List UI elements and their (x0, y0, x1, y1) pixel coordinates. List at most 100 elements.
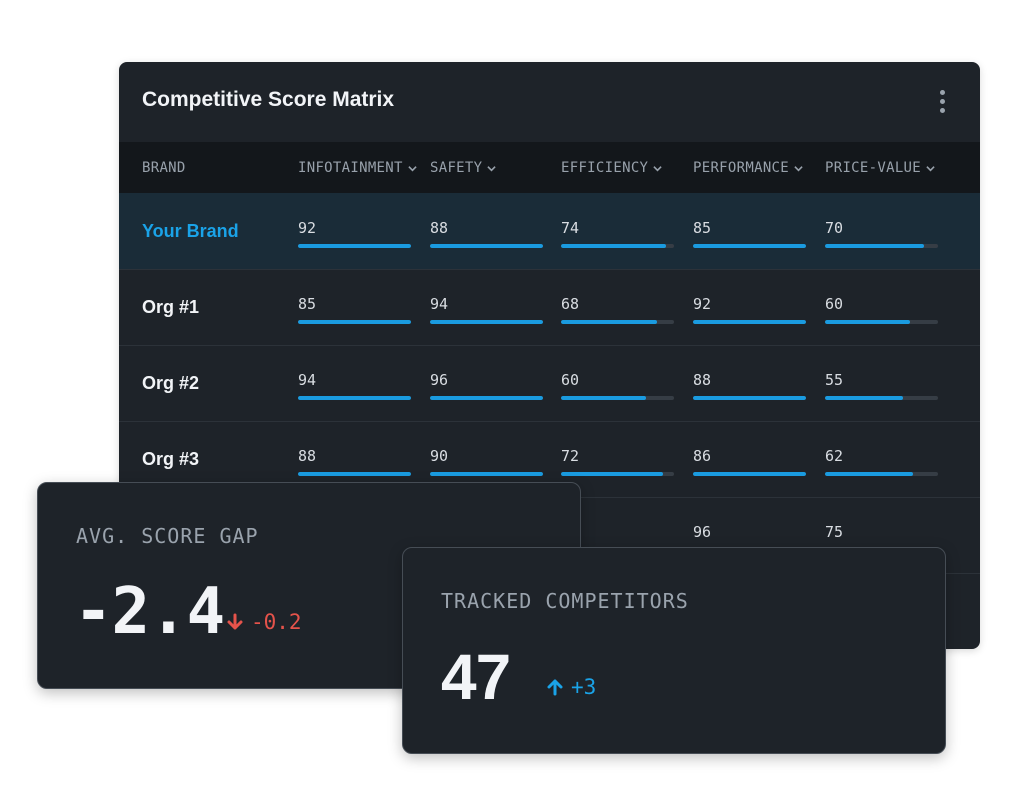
column-header-efficiency[interactable]: EFFICIENCY (561, 160, 662, 176)
score-bar (298, 472, 411, 476)
score-bar (693, 472, 806, 476)
table-row[interactable]: Org #3 88 90 72 86 62 (119, 421, 980, 498)
score-cell: 88 (298, 421, 411, 497)
score-value: 96 (693, 523, 712, 541)
score-bar (825, 472, 938, 476)
brand-name: Org #2 (142, 373, 200, 393)
score-bar-fill (561, 472, 663, 476)
column-header-safety[interactable]: SAFETY (430, 160, 497, 176)
score-bar (298, 320, 411, 324)
score-bar (561, 244, 674, 248)
chevron-down-icon (408, 165, 417, 171)
score-bar-fill (298, 320, 411, 324)
tracked-competitors-value: 47 (441, 641, 511, 713)
score-cell: 94 (298, 345, 411, 421)
score-bar-fill (825, 320, 910, 324)
score-bar (693, 244, 806, 248)
score-cell: 62 (825, 421, 938, 497)
score-bar (561, 320, 674, 324)
chevron-down-icon (926, 165, 935, 171)
score-cell: 60 (561, 345, 674, 421)
score-cell: 92 (693, 269, 806, 345)
score-value: 60 (561, 371, 580, 389)
score-bar-fill (693, 244, 806, 248)
chevron-down-icon (653, 165, 662, 171)
column-header-performance[interactable]: PERFORMANCE (693, 160, 803, 176)
score-value: 88 (693, 371, 712, 389)
score-cell: 92 (298, 193, 411, 269)
tracked-competitors-label: TRACKED COMPETITORS (441, 589, 689, 613)
score-bar-fill (430, 472, 543, 476)
avg-score-gap-delta: -0.2 (225, 610, 302, 634)
arrow-down-icon (227, 613, 243, 630)
score-bar-fill (298, 244, 411, 248)
matrix-title: Competitive Score Matrix (142, 88, 395, 111)
table-row[interactable]: Your Brand 92 88 74 85 70 (119, 193, 980, 270)
score-bar (693, 320, 806, 324)
score-value: 68 (561, 295, 580, 313)
score-bar (430, 396, 543, 400)
chevron-down-icon (487, 165, 497, 171)
score-bar (430, 320, 543, 324)
score-bar-fill (561, 320, 658, 324)
score-cell: 75 (825, 497, 938, 573)
tracked-competitors-delta: +3 (545, 675, 596, 699)
score-bar-fill (825, 472, 913, 476)
table-row[interactable]: Org #2 94 96 60 88 55 (119, 345, 980, 422)
score-bar-fill (561, 396, 646, 400)
score-cell: 88 (430, 193, 543, 269)
column-header-infotainment[interactable]: INFOTAINMENT (298, 160, 417, 176)
score-value: 92 (298, 219, 317, 237)
score-cell: 90 (430, 421, 543, 497)
brand-name: Org #1 (142, 297, 200, 317)
tracked-competitors-card: TRACKED COMPETITORS 47 +3 (402, 547, 946, 754)
score-value: 92 (693, 295, 712, 313)
score-cell: 72 (561, 421, 674, 497)
avg-score-gap-value: -2.4 (74, 575, 225, 649)
kebab-icon[interactable] (940, 90, 946, 116)
column-header-price-value[interactable]: PRICE-VALUE (825, 160, 935, 176)
avg-score-gap-label: AVG. SCORE GAP (76, 524, 259, 548)
score-value: 88 (298, 447, 317, 465)
score-bar (561, 396, 674, 400)
column-header-brand: BRAND (142, 160, 186, 176)
score-value: 62 (825, 447, 844, 465)
score-cell: 88 (693, 345, 806, 421)
arrow-up-icon (547, 679, 563, 696)
score-bar-fill (693, 320, 806, 324)
score-value: 88 (430, 219, 449, 237)
score-bar-fill (298, 396, 411, 400)
score-bar-fill (825, 396, 903, 400)
score-value: 96 (430, 371, 449, 389)
score-value: 74 (561, 219, 580, 237)
score-bar (430, 244, 543, 248)
score-cell: 94 (430, 269, 543, 345)
score-value: 86 (693, 447, 712, 465)
score-value: 90 (430, 447, 449, 465)
score-cell: 96 (430, 345, 543, 421)
score-value: 94 (298, 371, 317, 389)
score-value: 94 (430, 295, 449, 313)
score-value: 55 (825, 371, 844, 389)
score-value: 70 (825, 219, 844, 237)
score-bar-fill (693, 396, 806, 400)
score-bar (430, 472, 543, 476)
brand-name: Org #3 (142, 449, 200, 469)
score-bar (298, 244, 411, 248)
score-value: 60 (825, 295, 844, 313)
score-value: 75 (825, 523, 844, 541)
score-bar (561, 472, 674, 476)
score-cell: 68 (561, 269, 674, 345)
score-value: 85 (298, 295, 317, 313)
score-bar-fill (561, 244, 666, 248)
brand-name: Your Brand (142, 221, 239, 241)
score-cell: 85 (693, 193, 806, 269)
score-bar-fill (430, 320, 543, 324)
score-cell: 74 (561, 193, 674, 269)
score-cell: 86 (693, 421, 806, 497)
score-cell: 70 (825, 193, 938, 269)
table-row[interactable]: Org #1 85 94 68 92 60 (119, 269, 980, 346)
score-value: 72 (561, 447, 580, 465)
score-bar-fill (693, 472, 806, 476)
score-value: 85 (693, 219, 712, 237)
